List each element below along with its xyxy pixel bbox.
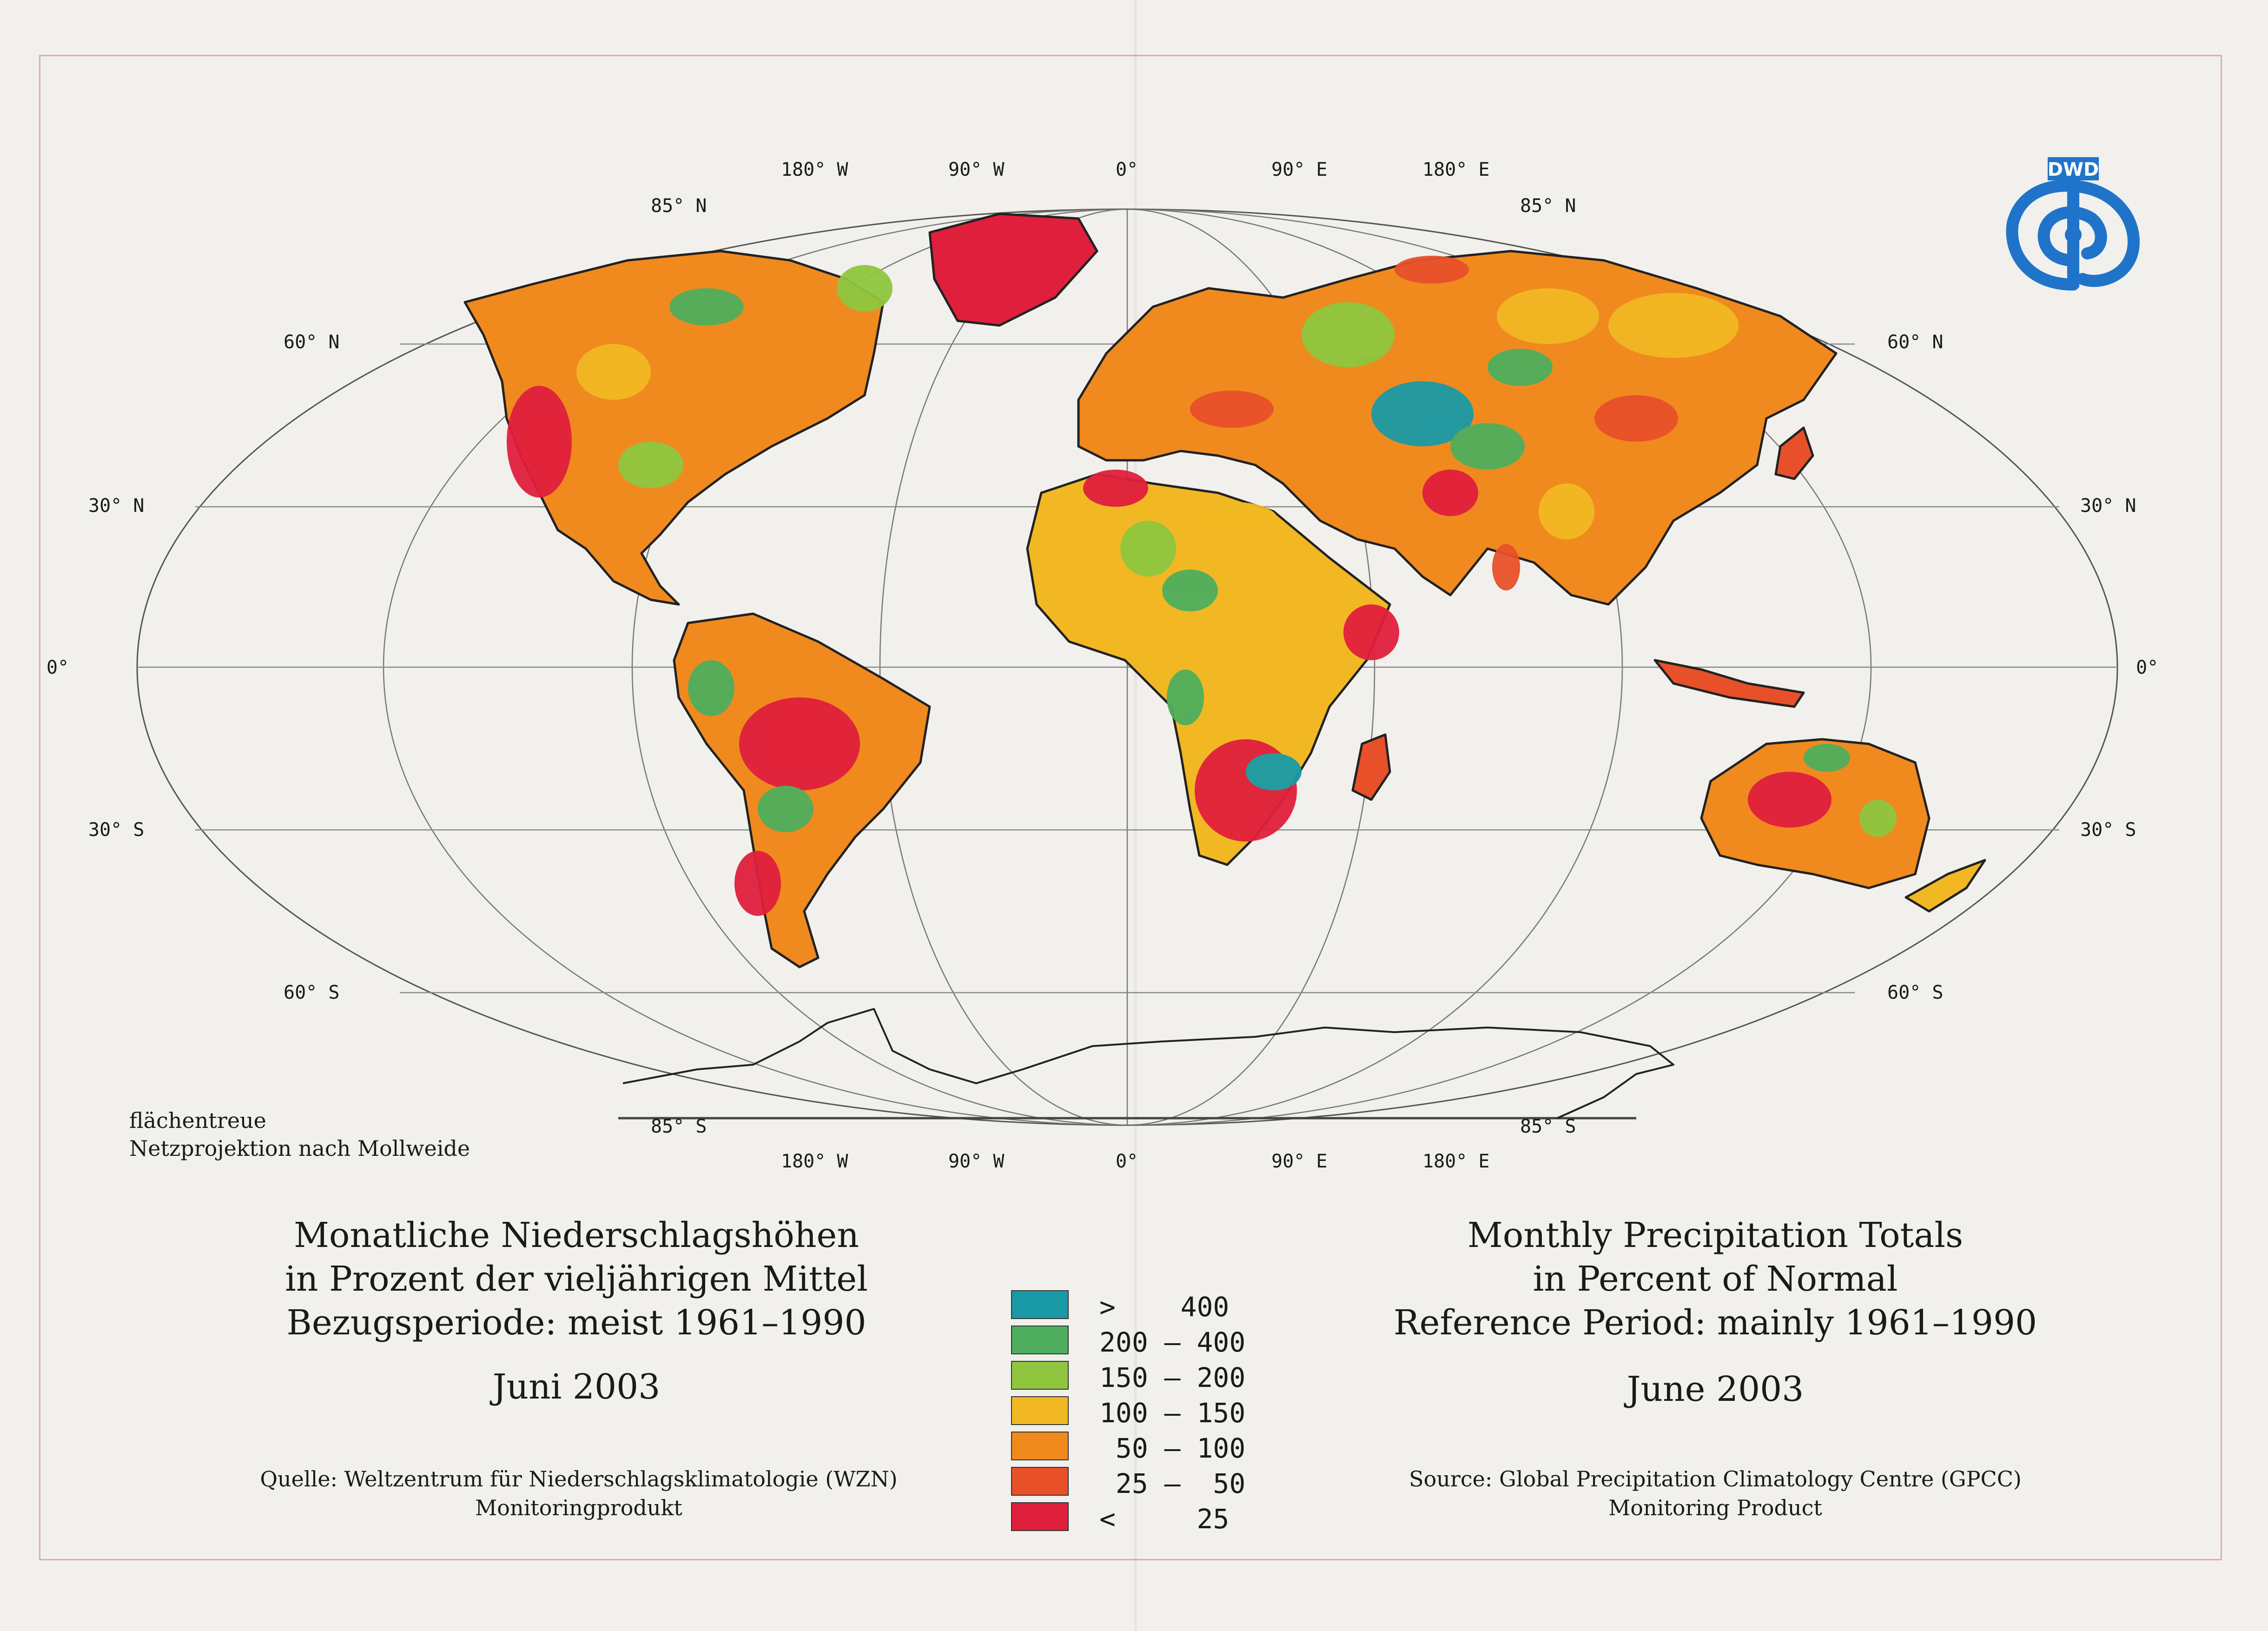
legend-swatch	[1011, 1361, 1069, 1390]
legend-swatch	[1011, 1326, 1069, 1354]
antarctica	[622, 1008, 1674, 1119]
lon-label-90e-top: 90° E	[1271, 159, 1328, 180]
precip-patches	[507, 256, 1897, 916]
dwd-logo-text: DWD	[2048, 159, 2099, 180]
english-title-line-2: in Percent of Normal	[1533, 1259, 1898, 1299]
swirl-icon	[2006, 179, 2140, 291]
lon-label-90w-bottom: 90° W	[948, 1151, 1005, 1172]
legend-label: 50 – 100	[1099, 1432, 1246, 1464]
german-source-line-2: Monitoringprodukt	[475, 1495, 682, 1520]
english-source: Source: Global Precipitation Climatology…	[1297, 1465, 2134, 1522]
legend-swatch	[1011, 1467, 1069, 1496]
projection-line-2: Netzprojektion nach Mollweide	[129, 1136, 470, 1161]
lon-label-90w-top: 90° W	[948, 159, 1005, 180]
lat-label-0-left: 0°	[46, 657, 69, 678]
legend-label: 25 – 50	[1099, 1468, 1246, 1499]
legend-label: > 400	[1099, 1291, 1230, 1323]
legend-item: 25 – 50	[1011, 1467, 1271, 1499]
lon-label-180w-bottom: 180° W	[781, 1151, 848, 1172]
english-title: Monthly Precipitation Totals in Percent …	[1320, 1213, 2110, 1345]
legend-item: 100 – 150	[1011, 1396, 1271, 1429]
dwd-logo-box	[2048, 157, 2099, 180]
lat-label-30s-left: 30° S	[88, 819, 145, 841]
legend-item: 200 – 400	[1011, 1326, 1271, 1358]
lat-label-30n-right: 30° N	[2080, 495, 2136, 517]
lat-label-30n-left: 30° N	[88, 495, 145, 517]
german-source-line-1: Quelle: Weltzentrum für Niederschlagskli…	[260, 1466, 898, 1492]
english-source-line-1: Source: Global Precipitation Climatology…	[1409, 1466, 2022, 1492]
english-source-line-2: Monitoring Product	[1608, 1495, 1822, 1520]
lon-label-0-top: 0°	[1116, 159, 1138, 180]
english-title-line-1: Monthly Precipitation Totals	[1467, 1215, 1964, 1255]
legend-label: 150 – 200	[1099, 1362, 1246, 1393]
german-title-line-1: Monatliche Niederschlagshöhen	[294, 1215, 859, 1255]
projection-note: flächentreue Netzprojektion nach Mollwei…	[129, 1107, 470, 1162]
page-border	[39, 55, 2222, 1560]
legend-label: 100 – 150	[1099, 1397, 1246, 1429]
lat-label-60s-left: 60° S	[284, 982, 340, 1003]
german-title-line-3: Bezugsperiode: meist 1961–1990	[286, 1303, 866, 1343]
japan	[1774, 426, 1814, 480]
legend-item: < 25	[1011, 1502, 1271, 1535]
lat-label-85n-right: 85° N	[1520, 195, 1576, 217]
lat-label-85n-left: 85° N	[651, 195, 707, 217]
german-title: Monatliche Niederschlagshöhen in Prozent…	[181, 1213, 972, 1345]
lat-label-85s-left: 85° S	[651, 1116, 707, 1137]
lat-label-0-right: 0°	[2136, 657, 2159, 678]
english-title-line-3: Reference Period: mainly 1961–1990	[1393, 1303, 2037, 1343]
legend-swatch	[1011, 1290, 1069, 1319]
lat-label-30s-right: 30° S	[2080, 819, 2136, 841]
german-source: Quelle: Weltzentrum für Niederschlagskli…	[160, 1465, 997, 1522]
lon-label-90e-bottom: 90° E	[1271, 1151, 1328, 1172]
legend-label: < 25	[1099, 1503, 1230, 1535]
indonesia	[1653, 659, 1805, 708]
legend-item: > 400	[1011, 1290, 1271, 1323]
madagascar	[1351, 733, 1391, 801]
projection-line-1: flächentreue	[129, 1108, 266, 1133]
dwd-logo: DWD	[2006, 157, 2140, 291]
new-zealand	[1904, 859, 1986, 913]
lon-label-0-bottom: 0°	[1116, 1151, 1138, 1172]
english-date: June 2003	[1627, 1369, 1804, 1409]
continents	[463, 212, 1986, 1119]
lon-label-180e-bottom: 180° E	[1422, 1151, 1490, 1172]
german-title-line-2: in Prozent der vieljährigen Mittel	[285, 1259, 868, 1299]
german-date: Juni 2003	[492, 1367, 661, 1407]
legend-swatch	[1011, 1502, 1069, 1531]
lat-label-60n-left: 60° N	[284, 332, 340, 353]
greenland	[928, 212, 1098, 327]
lat-label-60s-right: 60° S	[1887, 982, 1944, 1003]
legend-label: 200 – 400	[1099, 1326, 1246, 1358]
legend-swatch	[1011, 1396, 1069, 1425]
lat-label-85s-right: 85° S	[1520, 1116, 1576, 1137]
lon-label-180e-top: 180° E	[1422, 159, 1490, 180]
lon-label-180w-top: 180° W	[781, 159, 848, 180]
lat-label-60n-right: 60° N	[1887, 332, 1944, 353]
legend-item: 50 – 100	[1011, 1432, 1271, 1464]
legend-swatch	[1011, 1432, 1069, 1460]
center-fold	[1133, 0, 1138, 1631]
legend-item: 150 – 200	[1011, 1361, 1271, 1393]
